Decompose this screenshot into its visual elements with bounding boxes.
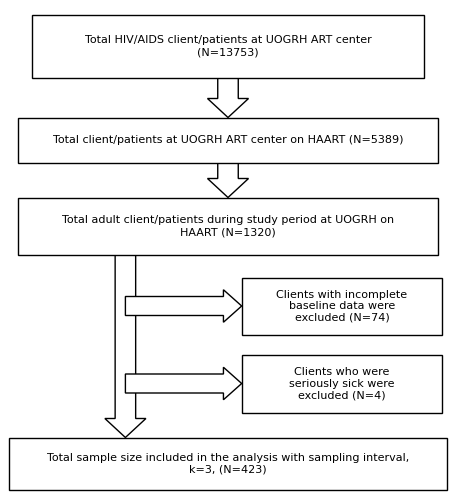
- FancyBboxPatch shape: [241, 355, 441, 412]
- FancyArrow shape: [207, 78, 248, 118]
- FancyArrow shape: [105, 255, 146, 438]
- FancyBboxPatch shape: [32, 15, 423, 78]
- FancyBboxPatch shape: [18, 198, 437, 255]
- FancyArrow shape: [125, 367, 241, 400]
- Text: Clients who were
seriously sick were
excluded (N=4): Clients who were seriously sick were exc…: [288, 367, 394, 400]
- Text: Clients with incomplete
baseline data were
excluded (N=74): Clients with incomplete baseline data we…: [276, 290, 407, 323]
- Text: Total adult client/patients during study period at UOGRH on
HAART (N=1320): Total adult client/patients during study…: [62, 216, 393, 237]
- FancyBboxPatch shape: [9, 438, 446, 490]
- Text: Total sample size included in the analysis with sampling interval,
k=3, (N=423): Total sample size included in the analys…: [47, 453, 408, 474]
- FancyBboxPatch shape: [241, 278, 441, 335]
- FancyArrow shape: [125, 290, 241, 322]
- FancyBboxPatch shape: [18, 118, 437, 162]
- FancyArrow shape: [207, 162, 248, 198]
- Text: Total client/patients at UOGRH ART center on HAART (N=5389): Total client/patients at UOGRH ART cente…: [53, 135, 402, 145]
- Text: Total HIV/AIDS client/patients at UOGRH ART center
(N=13753): Total HIV/AIDS client/patients at UOGRH …: [85, 36, 370, 57]
